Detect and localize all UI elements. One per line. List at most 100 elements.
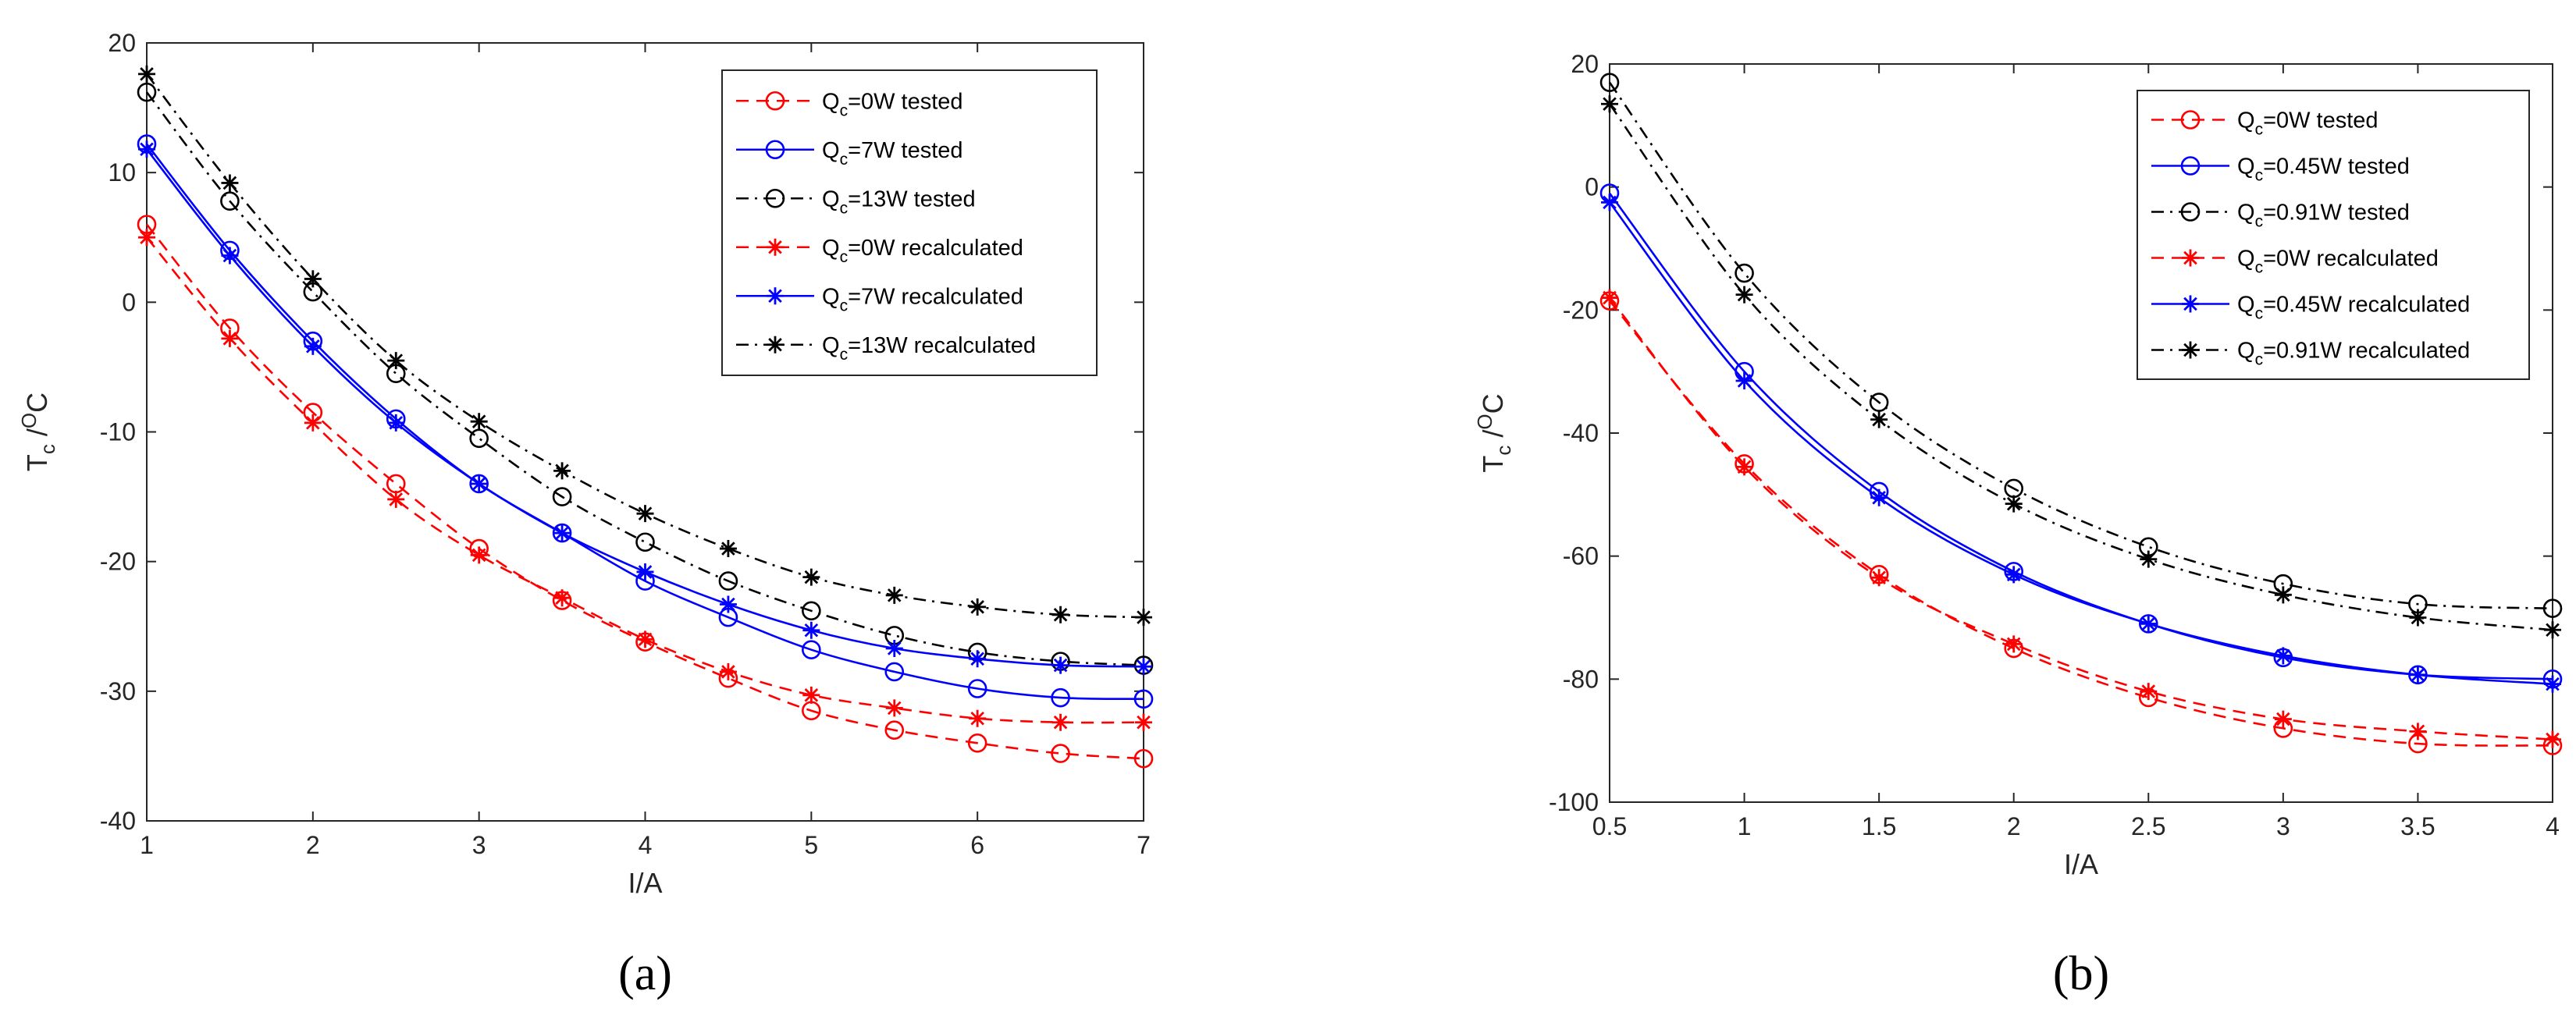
data-point (718, 571, 738, 591)
series-6 (138, 65, 1152, 627)
data-point (884, 662, 905, 682)
legend-label-sub: c (840, 199, 849, 217)
legend-label: Qc=7W recalculated (822, 284, 1023, 314)
legend-label: Qc=0W tested (2237, 108, 2379, 139)
legend-label-pre: Q (2237, 201, 2255, 226)
series-4 (1601, 289, 2561, 748)
data-point (553, 462, 571, 480)
legend-label: Qc=13W tested (822, 186, 976, 217)
data-point (304, 270, 322, 288)
data-point (2544, 675, 2561, 693)
data-point (2544, 621, 2561, 639)
legend-label-pre: Q (2237, 154, 2255, 179)
x-tick-label: 6 (970, 831, 984, 859)
x-tick-label: 1 (1738, 812, 1752, 840)
legend-label-pre: Q (822, 138, 840, 163)
data-point (885, 699, 903, 717)
legend-label-pre: Q (2237, 108, 2255, 133)
y-tick-label: -20 (100, 548, 136, 576)
y-tick-label: 10 (108, 158, 136, 186)
legend-box (2137, 90, 2530, 380)
data-point (138, 229, 155, 247)
data-point (719, 662, 737, 680)
legend-item: Qc=7W tested (736, 138, 963, 169)
data-point (2005, 566, 2023, 584)
legend-label-post: =0W recalculated (848, 236, 1023, 261)
data-point (969, 598, 987, 616)
legend-label-pre: Q (822, 186, 840, 211)
chart-b: 0.5 1 1.5 2 2.5 3 3.5 4 -100 -80 -60 -40 -20 0 20 I/A Tc… (1473, 50, 2563, 1000)
legend-box (721, 69, 1098, 376)
legend-marker (765, 140, 785, 160)
data-point (553, 589, 571, 607)
legend-item: Qc=0.45W recalculated (2151, 293, 2470, 323)
x-tick-label: 3.5 (2400, 812, 2435, 840)
legend-marker (2182, 341, 2199, 359)
series-5 (138, 140, 1152, 676)
legend-item: Qc=7W recalculated (736, 284, 1023, 314)
y-tick-label: -40 (1563, 419, 1599, 447)
legend-label: Qc=0.45W recalculated (2237, 293, 2470, 323)
y-tick-label: 0 (122, 288, 136, 316)
data-point (1735, 458, 1753, 476)
series-6 (1601, 95, 2561, 639)
y-tick-label: -80 (1563, 665, 1599, 693)
data-point (967, 733, 987, 753)
legend-label-post: =7W recalculated (848, 284, 1023, 309)
data-point (1133, 689, 1154, 709)
data-point (2274, 710, 2292, 728)
legend-label-post: =13W recalculated (848, 333, 1036, 358)
data-point (1051, 687, 1070, 708)
series-2 (137, 134, 1154, 709)
data-point (1051, 606, 1069, 623)
y-label-main: T (21, 454, 53, 471)
y-tick-label: 20 (1571, 50, 1599, 78)
data-point (470, 546, 488, 564)
data-point (2140, 683, 2158, 701)
data-point (1735, 263, 1754, 283)
legend-item: Qc=0W recalculated (2151, 247, 2439, 277)
legend-label-sub: c (2255, 121, 2264, 139)
x-tick-label: 2 (2007, 812, 2021, 840)
data-point (1735, 371, 1753, 389)
x-tick-label: 5 (804, 831, 818, 859)
y-axis-label: Tc /OC (17, 392, 59, 471)
y-label-tail: C (1477, 393, 1509, 414)
legend-label-post: =0.91W recalculated (2263, 339, 2470, 364)
legend-label-sub: c (2255, 213, 2264, 231)
legend-label-sub: c (2255, 305, 2264, 323)
data-point (802, 568, 820, 586)
data-point (2274, 647, 2292, 665)
data-point (1135, 713, 1152, 731)
data-point (220, 191, 240, 211)
x-tick-label: 2.5 (2131, 812, 2165, 840)
data-point (635, 532, 655, 552)
y-label-sup: O (1473, 414, 1496, 429)
x-tick-label: 2 (306, 831, 320, 859)
data-point (1870, 488, 1888, 506)
panel-label: (b) (2053, 947, 2109, 1000)
legend-label-sub: c (840, 346, 849, 364)
data-point (2005, 495, 2023, 513)
data-point (2005, 635, 2023, 653)
data-point (2140, 615, 2158, 633)
data-point (636, 505, 654, 523)
legend-marker (2180, 156, 2201, 176)
data-point (885, 639, 903, 657)
legend-label-sub: c (2255, 351, 2264, 369)
series-line (1608, 81, 2553, 609)
legend-item: Qc=0.45W tested (2151, 154, 2410, 185)
legend-label-post: =0.91W tested (2263, 201, 2410, 226)
legend-marker (2180, 202, 2201, 222)
data-point (2409, 723, 2427, 741)
legend-label-post: =13W tested (848, 186, 976, 211)
data-point (470, 474, 488, 492)
legend-label: Qc=0W recalculated (2237, 247, 2439, 277)
legend-label-pre: Q (2237, 247, 2255, 272)
x-tick-label: 0.5 (1592, 812, 1627, 840)
legend-label-post: =0W tested (848, 89, 963, 114)
data-point (719, 540, 737, 558)
y-label-sub: c (1492, 446, 1515, 456)
legend-label-pre: Q (2237, 339, 2255, 364)
